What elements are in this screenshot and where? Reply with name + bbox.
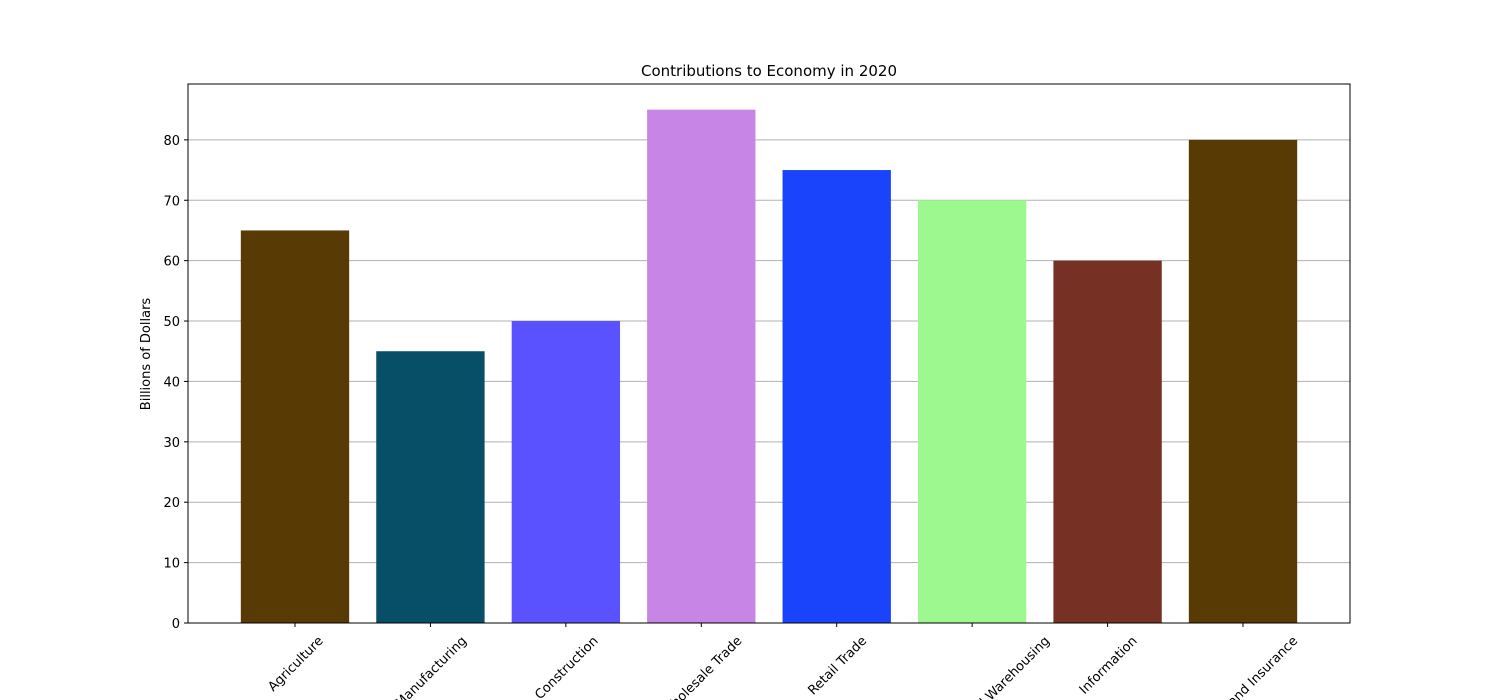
x-tick-label: Transportation and Warehousing — [893, 634, 1053, 700]
bar — [376, 351, 485, 623]
x-tick-label: Construction — [532, 634, 601, 700]
y-tick-label: 20 — [163, 496, 180, 511]
y-tick-label: 60 — [163, 255, 180, 270]
y-axis-label: Billions of Dollars — [139, 298, 154, 411]
x-tick-label: Manufacturing — [393, 634, 470, 700]
y-tick-label: 50 — [163, 315, 180, 330]
y-tick-label: 10 — [163, 557, 180, 572]
y-tick-label: 30 — [163, 436, 180, 451]
bar — [511, 321, 621, 623]
chart-title: Contributions to Economy in 2020 — [641, 62, 897, 80]
bar — [782, 170, 891, 623]
x-tick-label: Agriculture — [265, 634, 326, 695]
bar — [1053, 260, 1162, 623]
bar — [240, 230, 350, 623]
y-tick-label: 80 — [163, 134, 180, 149]
bar — [1188, 139, 1298, 624]
x-tick-label: Information — [1077, 634, 1141, 698]
x-tick-label: Retail Trade — [805, 634, 870, 699]
y-tick-label: 0 — [172, 617, 180, 632]
x-tick-label: Finance and Insurance — [1187, 634, 1301, 700]
x-tick-label: Wholesale Trade — [659, 634, 745, 700]
plot-frame — [187, 83, 1351, 624]
y-tick-label: 40 — [163, 375, 180, 390]
y-tick-label: 70 — [163, 194, 180, 209]
bar — [917, 200, 1027, 624]
bar — [647, 109, 756, 623]
